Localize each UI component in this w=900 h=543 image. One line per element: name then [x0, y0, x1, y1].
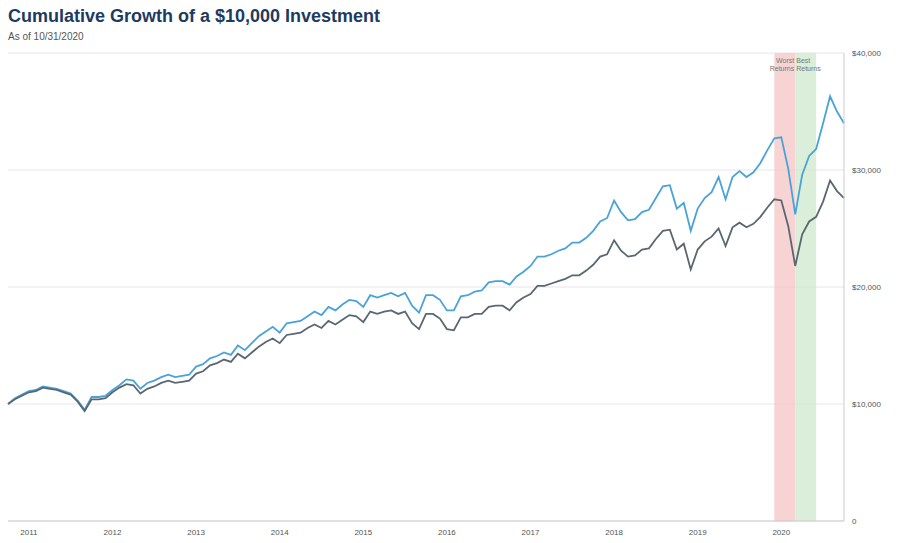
svg-text:2011: 2011	[20, 528, 38, 537]
svg-text:WorstReturns: WorstReturns	[770, 57, 795, 72]
html-text:As of 10/31/2020: As of 10/31/2020	[8, 31, 84, 42]
html-text:Cumulative Growth of a $10,000: Cumulative Growth of a $10,000 Investmen…	[8, 6, 381, 26]
svg-text:2013: 2013	[187, 528, 205, 537]
svg-text:$30,000: $30,000	[852, 166, 881, 175]
svg-text:$20,000: $20,000	[852, 283, 881, 292]
svg-text:2012: 2012	[104, 528, 122, 537]
svg-text:2014: 2014	[271, 528, 289, 537]
svg-text:2018: 2018	[605, 528, 623, 537]
svg-text:2020: 2020	[772, 528, 790, 537]
svg-text:0: 0	[852, 517, 857, 526]
svg-text:$40,000: $40,000	[852, 49, 881, 58]
svg-text:2016: 2016	[438, 528, 456, 537]
svg-text:2015: 2015	[354, 528, 372, 537]
svg-text:BestReturns: BestReturns	[796, 57, 821, 72]
svg-text:2019: 2019	[689, 528, 707, 537]
svg-text:$10,000: $10,000	[852, 400, 881, 409]
svg-text:2017: 2017	[522, 528, 540, 537]
